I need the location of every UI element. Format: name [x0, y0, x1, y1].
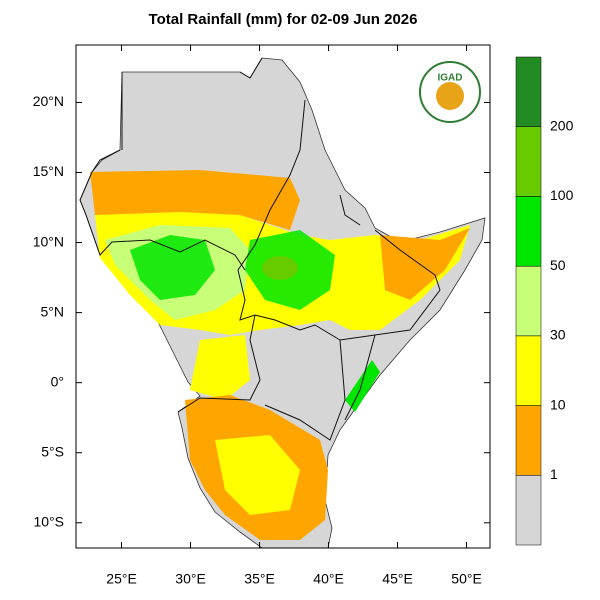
y-tick-label: 20°N: [33, 93, 64, 109]
border: [344, 334, 376, 421]
colorbar-segment: [515, 196, 542, 267]
colorbar-segment: [515, 56, 542, 127]
logo-emblem: [436, 82, 464, 110]
colorbar-segment: [515, 265, 542, 337]
colorbar-label: 50: [550, 257, 566, 273]
rain-area: [190, 335, 250, 400]
x-tick-label: 35°E: [244, 571, 275, 587]
colorbar-label: 30: [550, 327, 566, 343]
colorbar-segment: [515, 475, 542, 546]
y-tick-label: 5°S: [41, 443, 64, 459]
logo-text: IGAD: [438, 73, 463, 84]
map-area: [76, 45, 490, 548]
logo: IGAD: [419, 61, 481, 123]
map-title: Total Rainfall (mm) for 02-09 Jun 2026: [149, 11, 418, 28]
y-tick-label: 5°N: [41, 303, 65, 319]
rain-area: [262, 256, 298, 280]
colorbar-segment: [515, 405, 542, 476]
border: [239, 57, 263, 79]
x-tick-label: 45°E: [382, 571, 413, 587]
colorbar-label: 10: [550, 396, 566, 412]
colorbar-label: 200: [550, 117, 574, 133]
y-tick-label: 10°S: [33, 513, 64, 529]
rain-area: [380, 228, 470, 300]
colorbar-segment: [515, 126, 542, 197]
dry-area: [300, 330, 350, 380]
colorbar-segment: [515, 335, 542, 406]
y-tick-label: 10°N: [33, 233, 64, 249]
colorbar-label: 1: [550, 466, 558, 482]
x-tick-label: 40°E: [313, 571, 344, 587]
x-tick-label: 50°E: [451, 571, 482, 587]
border: [237, 99, 441, 341]
x-tick-label: 25°E: [106, 571, 137, 587]
colorbar: 1 10 30 50 100 200: [515, 56, 574, 546]
border: [177, 314, 261, 413]
x-tick-label: 30°E: [175, 571, 206, 587]
y-tick-label: 15°N: [33, 163, 64, 179]
axes: 25°E 30°E 35°E 40°E 45°E 50°E 20°N 15°N 10°N 5°N 0…: [33, 45, 490, 587]
map-frame: [75, 44, 491, 549]
border: [339, 194, 361, 226]
rain-area: [345, 360, 380, 412]
rain-area: [215, 435, 300, 515]
colorbar-label: 100: [550, 187, 574, 203]
border: [79, 149, 246, 271]
border: [264, 339, 346, 441]
rain-area: [130, 235, 215, 300]
y-tick-label: 0°: [51, 373, 64, 389]
